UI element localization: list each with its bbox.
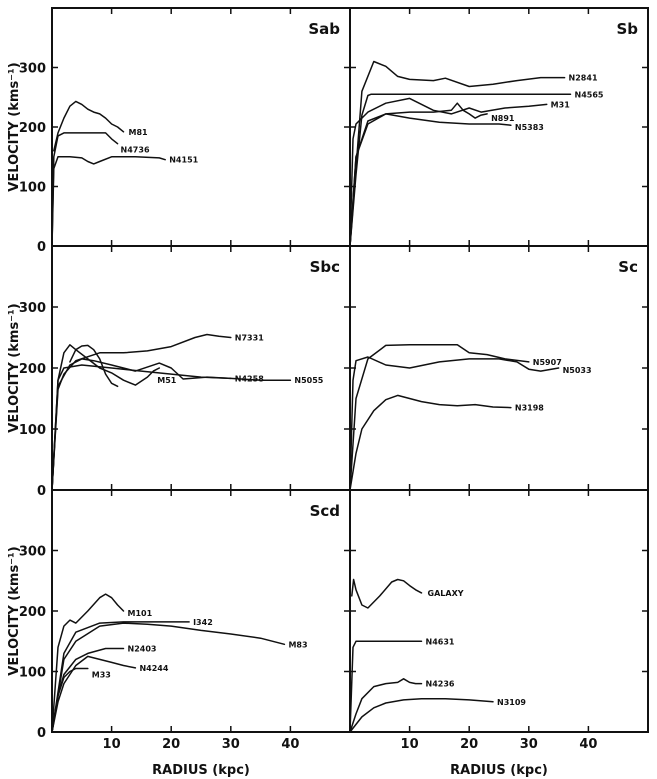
- y-tick-label: 0: [37, 726, 46, 741]
- curve-n3109: [349, 697, 494, 733]
- curve-label-n5033: N5033: [563, 366, 592, 375]
- y-axis-label: VELOCITY (kms⁻¹): [7, 303, 22, 432]
- curve-label-n4244: N4244: [139, 664, 168, 673]
- y-tick-label: 200: [19, 121, 46, 136]
- panel-scd: 0 100 200 300 10 20 30 40 Scd VELOCITY (kms⁻¹) RAD…: [7, 489, 351, 778]
- x-tick-label: 30: [520, 737, 538, 752]
- curve-label-i342: I342: [193, 618, 213, 627]
- panel-title: Sc: [618, 258, 638, 276]
- curve-n5383: [349, 113, 512, 247]
- curve-label-m101: M101: [128, 609, 153, 618]
- panel-title: Scd: [310, 502, 340, 520]
- curve-n3198: [349, 394, 512, 491]
- curve-label-n3109: N3109: [497, 698, 526, 707]
- curve-n4244: [51, 655, 137, 733]
- y-tick-label: 300: [19, 301, 46, 316]
- y-axis-label: VELOCITY (kms⁻¹): [7, 62, 22, 191]
- curve-label-n7331: N7331: [235, 334, 264, 343]
- curve-m31: [349, 97, 548, 247]
- x-tick-label: 10: [103, 737, 121, 752]
- curve-label-n891: N891: [491, 114, 515, 123]
- curve-n5907: [349, 344, 530, 491]
- curve-label-m31: M31: [551, 100, 571, 109]
- curve-n4258: [51, 358, 232, 491]
- curve-n4631: [349, 640, 423, 733]
- panel-frame: [51, 489, 351, 733]
- panel-frame: [51, 7, 351, 247]
- curve-galaxy: [351, 578, 423, 609]
- x-tick-label: 30: [222, 737, 240, 752]
- curve-i342: [51, 621, 190, 733]
- curve-label-m81: M81: [129, 128, 149, 137]
- curve-n2841: [349, 60, 566, 247]
- curve-label-n4151: N4151: [169, 156, 198, 165]
- y-tick-label: 300: [19, 62, 46, 77]
- curve-m101: [51, 593, 125, 733]
- x-axis-label: RADIUS (kpc): [450, 763, 548, 778]
- y-tick-label: 200: [19, 362, 46, 377]
- panel-frame: [349, 489, 649, 733]
- curve-n5033: [349, 356, 560, 491]
- y-tick-label: 300: [19, 545, 46, 560]
- y-tick-label: 100: [19, 181, 46, 196]
- curve-m51: [51, 344, 161, 491]
- curve-n5055: [51, 364, 292, 491]
- x-tick-label: 20: [460, 737, 478, 752]
- panel-galaxy: 10 20 30 40 RADIUS (kpc) GALAXY N4631 N4236 N310…: [349, 489, 649, 778]
- curve-label-n4631: N4631: [426, 637, 455, 646]
- x-tick-label: 20: [162, 737, 180, 752]
- panel-sab: 0 100 200 300 Sab VELOCITY (kms⁻¹) M81 N4736 N41…: [7, 7, 351, 255]
- panel-title: Sb: [616, 20, 638, 38]
- curve-m83: [51, 622, 286, 733]
- curve-n4151: [51, 156, 166, 247]
- panel-frame: [349, 245, 649, 491]
- curve-label-n4565: N4565: [575, 90, 604, 99]
- curve-label-m83: M83: [288, 640, 307, 649]
- curve-label-n4236: N4236: [426, 680, 455, 689]
- curve-label-n5055: N5055: [294, 376, 323, 385]
- curve-label-galaxy: GALAXY: [428, 589, 464, 598]
- curve-m81: [53, 100, 125, 152]
- curve-unlabeled: [69, 344, 119, 388]
- x-tick-label: 40: [579, 737, 597, 752]
- curve-n4236: [349, 678, 423, 733]
- y-axis-label: VELOCITY (kms⁻¹): [7, 546, 22, 675]
- curve-label-n5383: N5383: [515, 123, 544, 132]
- y-tick-label: 0: [37, 240, 46, 255]
- curve-label-m51: M51: [157, 376, 177, 385]
- curve-n891: [349, 102, 488, 247]
- x-tick-label: 10: [401, 737, 419, 752]
- curve-m33: [51, 667, 89, 733]
- curve-n4565: [349, 93, 572, 247]
- curve-label-n5907: N5907: [533, 358, 562, 367]
- panel-frame: [349, 7, 649, 247]
- curve-label-n2841: N2841: [569, 74, 598, 83]
- x-tick-label: 40: [281, 737, 299, 752]
- curve-n4736: [51, 132, 119, 247]
- y-tick-label: 200: [19, 605, 46, 620]
- curve-label-m33: M33: [92, 670, 111, 679]
- y-tick-label: 0: [37, 484, 46, 499]
- curve-label-n4736: N4736: [121, 146, 150, 155]
- panel-title: Sbc: [310, 258, 340, 276]
- y-tick-label: 100: [19, 423, 46, 438]
- curve-label-n2403: N2403: [128, 645, 157, 654]
- y-tick-label: 100: [19, 666, 46, 681]
- curve-n7331: [51, 333, 232, 491]
- panel-title: Sab: [308, 20, 340, 38]
- curve-label-n3198: N3198: [515, 404, 544, 413]
- panel-frame: [51, 245, 351, 491]
- x-axis-label: RADIUS (kpc): [152, 763, 250, 778]
